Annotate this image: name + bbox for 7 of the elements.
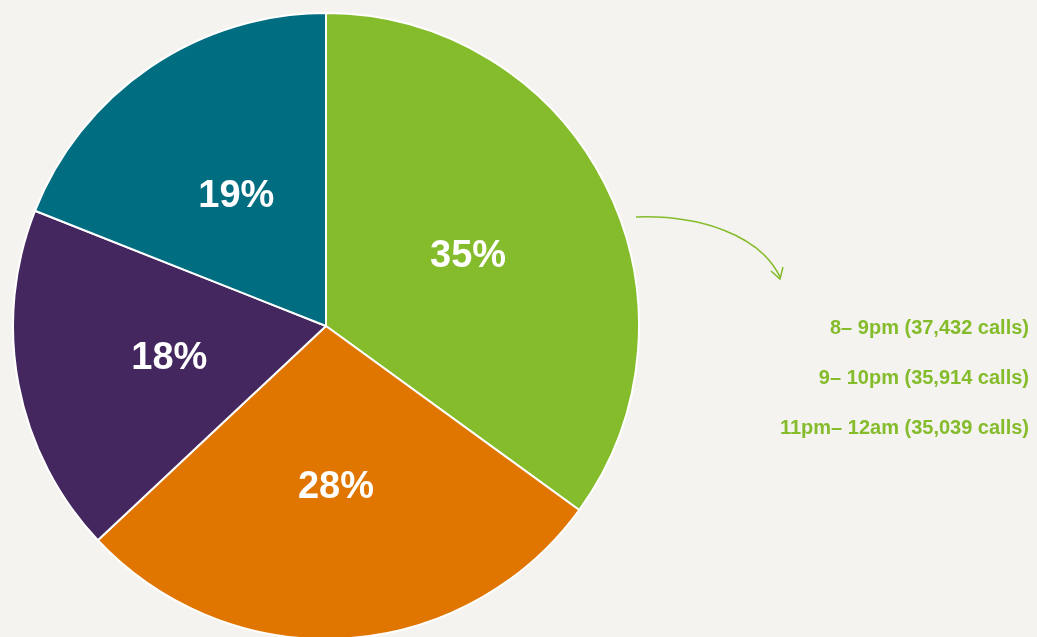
data-label: 35% [430,232,507,275]
data-label: 18% [131,334,208,377]
data-label: 19% [198,173,275,216]
data-label: 28% [297,464,375,507]
text: 8– 9pm (37,432 calls) [829,315,1029,340]
text: 9– 10pm (35,914 calls) [817,365,1029,390]
text: 11pm– 12am (35,039 calls) [779,415,1029,440]
